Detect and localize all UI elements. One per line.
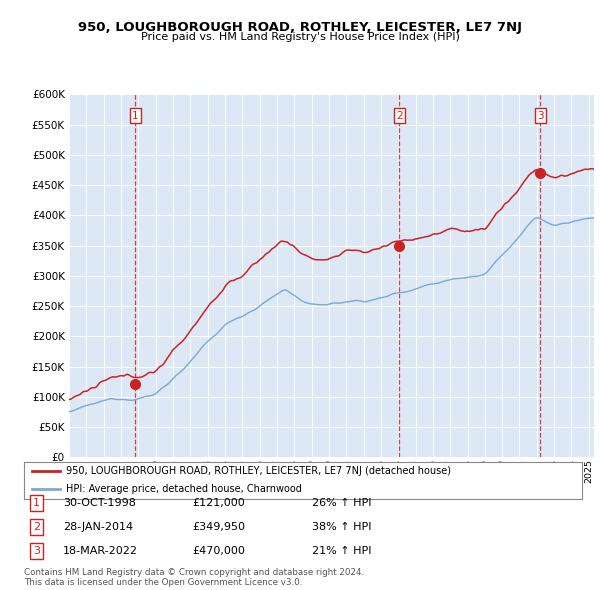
Text: 3: 3 <box>537 111 544 121</box>
Text: 1: 1 <box>33 498 40 507</box>
Text: Contains HM Land Registry data © Crown copyright and database right 2024.
This d: Contains HM Land Registry data © Crown c… <box>24 568 364 587</box>
Text: 2: 2 <box>33 522 40 532</box>
Text: 28-JAN-2014: 28-JAN-2014 <box>63 522 133 532</box>
Text: 21% ↑ HPI: 21% ↑ HPI <box>312 546 371 556</box>
Text: £470,000: £470,000 <box>192 546 245 556</box>
Text: 18-MAR-2022: 18-MAR-2022 <box>63 546 138 556</box>
Text: 950, LOUGHBOROUGH ROAD, ROTHLEY, LEICESTER, LE7 7NJ (detached house): 950, LOUGHBOROUGH ROAD, ROTHLEY, LEICEST… <box>66 467 451 477</box>
Text: 950, LOUGHBOROUGH ROAD, ROTHLEY, LEICESTER, LE7 7NJ: 950, LOUGHBOROUGH ROAD, ROTHLEY, LEICEST… <box>78 21 522 34</box>
Text: 38% ↑ HPI: 38% ↑ HPI <box>312 522 371 532</box>
Text: 30-OCT-1998: 30-OCT-1998 <box>63 498 136 507</box>
Text: HPI: Average price, detached house, Charnwood: HPI: Average price, detached house, Char… <box>66 484 302 494</box>
Text: 3: 3 <box>33 546 40 556</box>
Text: Price paid vs. HM Land Registry's House Price Index (HPI): Price paid vs. HM Land Registry's House … <box>140 32 460 42</box>
Text: 2: 2 <box>396 111 403 121</box>
Text: 26% ↑ HPI: 26% ↑ HPI <box>312 498 371 507</box>
Text: £349,950: £349,950 <box>192 522 245 532</box>
Text: £121,000: £121,000 <box>192 498 245 507</box>
Text: 1: 1 <box>132 111 139 121</box>
